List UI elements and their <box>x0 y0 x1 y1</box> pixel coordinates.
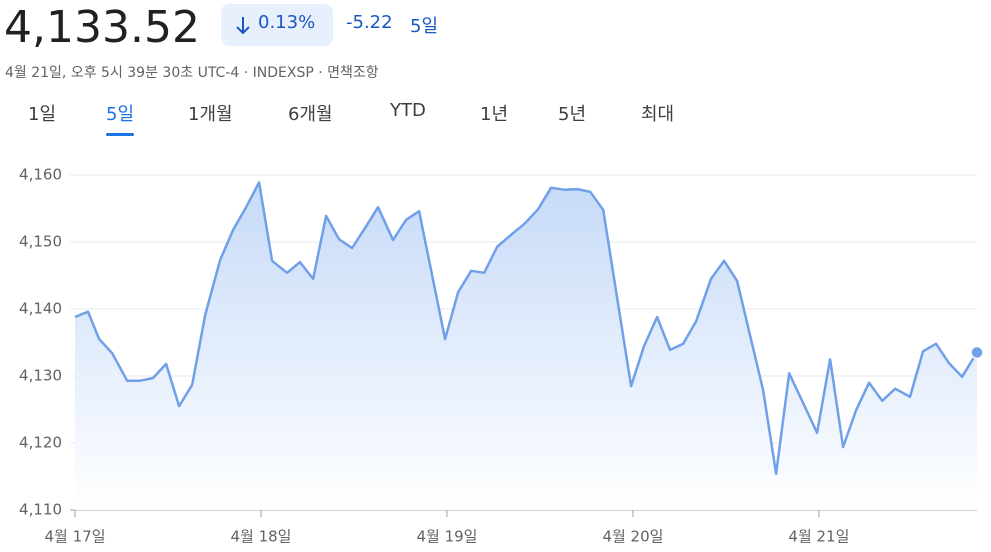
y-tick-label: 4,130 <box>19 367 62 385</box>
line <box>74 181 979 476</box>
tab[interactable]: 5년 <box>558 104 587 125</box>
y-tick-label: 4,110 <box>19 501 62 519</box>
tab[interactable]: YTD <box>390 100 426 121</box>
change-badge <box>221 4 333 46</box>
change-percent: 0.13% <box>258 12 316 33</box>
tab[interactable]: 5일 <box>106 100 135 136</box>
subtitle: 4월 21일, 오후 5시 39분 30초 UTC-4 · INDEXSP · … <box>5 65 379 81</box>
area <box>75 182 977 510</box>
price: 4,133.52 <box>4 2 200 53</box>
period: 5일 <box>410 16 439 37</box>
x-tick-label: 4월 18일 <box>230 528 291 546</box>
x-tick-label: 4월 19일 <box>416 528 477 546</box>
y-tick-label: 4,120 <box>19 434 62 452</box>
y-tick-label: 4,160 <box>19 166 62 184</box>
x-tick-label: 4월 21일 <box>788 528 849 546</box>
end-point <box>970 345 984 360</box>
tab[interactable]: 1개월 <box>188 104 233 125</box>
x-tick-label: 4월 17일 <box>45 528 106 546</box>
y-tick-label: 4,150 <box>19 233 62 251</box>
change: -5.22 <box>346 12 393 33</box>
down-arrow <box>236 17 250 35</box>
y-tick-label: 4,140 <box>19 300 62 318</box>
tab[interactable]: 6개월 <box>288 104 333 125</box>
tab[interactable]: 최대 <box>641 104 675 125</box>
x-tick-label: 4월 20일 <box>602 528 663 546</box>
tab[interactable]: 1년 <box>480 104 509 125</box>
tab[interactable]: 1일 <box>28 104 57 125</box>
